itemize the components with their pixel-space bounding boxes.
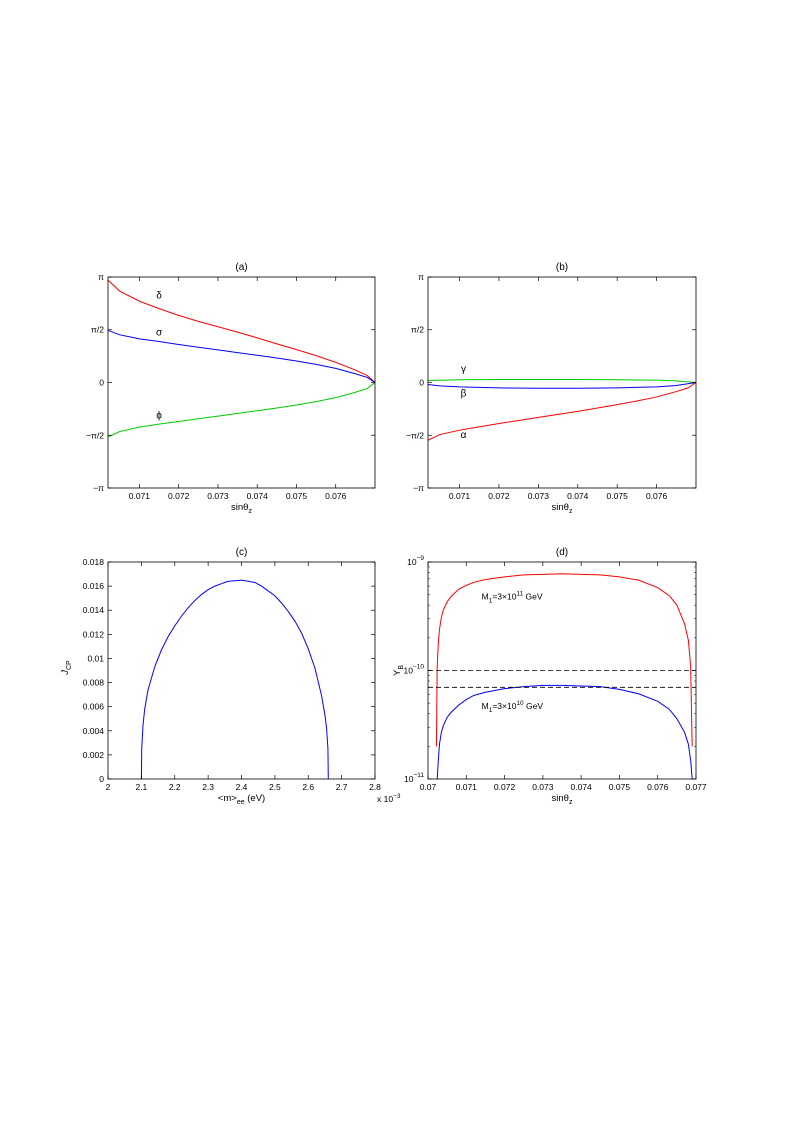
curve-label-a-0: δ [156,291,162,302]
x-axis-label: sinθz [552,502,573,515]
y-tick-label: 0.008 [83,678,105,688]
x-multiplier-label: x 10−3 [377,793,401,804]
x-tick-label: 0.076 [646,491,668,501]
y-tick-label: 10−9 [407,555,424,567]
curve-label-b-1: β [461,389,467,400]
curve-label-b-0: γ [461,364,466,375]
y-tick-label: −π [413,483,424,493]
x-tick-label: 0.077 [685,782,707,792]
y-tick-label: 10−11 [404,772,424,784]
x-tick-label: 0.075 [286,491,308,501]
y-tick-label: π/2 [411,325,424,335]
x-tick-label: 0.075 [609,782,631,792]
x-tick-label: 0.074 [567,491,589,501]
y-tick-label: π [98,272,104,282]
x-axis-label: sinθz [552,793,573,806]
y-tick-label: 0 [99,378,104,388]
y-tick-label: −π/2 [86,430,104,440]
series-line-a-1 [107,329,376,383]
y-tick-label: 0 [419,378,424,388]
series-line-b-2 [427,382,697,441]
axes-frame-b [427,276,697,489]
y-tick-label: 0.012 [83,629,105,639]
y-tick-label: 0.002 [83,750,105,760]
y-tick-label: 0 [99,774,104,784]
series-line-b-1 [427,382,697,389]
y-axis-label: YB [392,665,405,676]
y-tick-label: 0.018 [83,557,105,567]
y-tick-label: 10−10 [404,664,425,676]
y-tick-label: 0.006 [83,702,105,712]
panel-d: 0.07 0.071 0.072 0.073 0.074 0.075 0.076 0.077 1… [392,547,707,806]
x-tick-label: 0.074 [247,491,269,501]
panel-b: 0.071 0.072 0.073 0.074 0.075 0.076 π π/2 0 −π/2 −… [406,262,697,515]
x-tick-label: 0.076 [325,491,347,501]
x-tick-label: 2.4 [236,782,248,792]
y-tick-label: 0.01 [87,653,104,663]
x-tick-label: 0.073 [532,782,554,792]
x-tick-label: 0.071 [456,782,478,792]
series-line-a-2 [107,382,376,438]
x-tick-label: 0.071 [449,491,471,501]
x-axis-label: <m>ee (eV) [218,793,265,806]
x-tick-label: 0.072 [168,491,190,501]
x-tick-label: 2.2 [169,782,181,792]
panel-a: 0.071 0.072 0.073 0.074 0.075 0.076 π π/2 0 −π/2 −… [86,262,376,515]
curve-label-d-0: M1=3×1011 GeV [482,591,543,605]
y-tick-label: π/2 [91,325,104,335]
curve-label-a-1: σ [156,327,163,338]
x-tick-label: 2.7 [336,782,348,792]
panel-title: (b) [556,262,568,273]
series-line-d-0 [435,573,693,747]
curve-label-a-2: ϕ [156,410,162,421]
x-tick-label: 2.1 [135,782,147,792]
x-tick-label: 0.07 [420,782,437,792]
x-tick-label: 0.073 [207,491,229,501]
y-tick-label: 0.004 [83,726,105,736]
series-line-a-0 [107,279,376,383]
x-tick-label: 0.075 [607,491,629,501]
panel-title: (d) [556,547,568,558]
y-tick-label: 0.014 [83,605,105,615]
x-tick-label: 2.3 [202,782,214,792]
series-line-d-1 [436,684,693,780]
curve-label-b-2: α [461,430,467,441]
panel-title: (c) [236,547,248,558]
y-axis-label: JCP [60,660,73,676]
x-tick-label: 0.073 [528,491,550,501]
x-tick-label: 0.076 [647,782,669,792]
series-line-b-0 [427,378,697,383]
x-tick-label: 2.5 [269,782,281,792]
panel-c: 2 2.1 2.2 2.3 2.4 2.5 2.6 2.7 2.8 0 0.002 0.004 0.00… [60,547,401,806]
x-tick-label: 2 [106,782,111,792]
x-tick-label: 2.8 [369,782,381,792]
y-tick-label: −π [93,483,104,493]
panel-title: (a) [235,262,247,273]
y-tick-label: π [418,272,424,282]
x-tick-label: 0.072 [488,491,510,501]
y-tick-label: −π/2 [406,430,424,440]
curve-label-d-1: M1=3×1010 GeV [482,700,544,714]
x-tick-label: 0.071 [129,491,151,501]
series-line-c-0 [140,579,329,780]
x-axis-label: sinθz [231,502,252,515]
x-tick-label: 0.074 [571,782,593,792]
x-tick-label: 0.072 [494,782,516,792]
axes-frame-a [107,276,376,489]
y-tick-label: 0.016 [83,581,105,591]
axes-frame-c [107,561,376,780]
x-tick-label: 2.6 [302,782,314,792]
